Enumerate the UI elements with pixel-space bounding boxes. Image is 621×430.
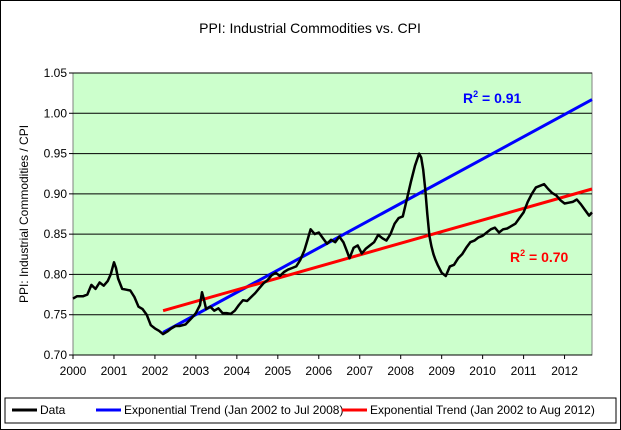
legend: Data Exponential Trend (Jan 2002 to Jul 2… xyxy=(12,403,595,417)
y-tick-label: 1.00 xyxy=(44,106,68,120)
y-axis: 0.70 0.75 0.80 0.85 0.90 0.95 1.00 1.05 xyxy=(44,66,73,362)
y-tick-label: 0.85 xyxy=(44,227,68,241)
y-tick-label: 0.90 xyxy=(44,187,68,201)
chart-title: PPI: Industrial Commodities vs. CPI xyxy=(199,20,421,36)
x-tick-label: 2004 xyxy=(224,364,251,378)
r2-annotation: R2 = 0.70 xyxy=(510,248,569,265)
series-line-1 xyxy=(162,98,593,334)
x-tick-label: 2007 xyxy=(346,364,373,378)
x-tick-label: 2011 xyxy=(511,364,537,378)
x-tick-label: 2000 xyxy=(60,364,87,378)
legend-label: Data xyxy=(40,403,66,417)
y-axis-label: PPI: Industrial Commodities / CPI xyxy=(17,125,31,303)
r2-letter: R xyxy=(463,90,473,106)
legend-label: Exponential Trend (Jan 2002 to Jul 2008) xyxy=(124,403,343,417)
x-tick-label: 2002 xyxy=(142,364,169,378)
x-tick-label: 2003 xyxy=(183,364,210,378)
gridlines xyxy=(73,72,592,356)
y-tick-label: 0.80 xyxy=(44,267,68,281)
legend-label: Exponential Trend (Jan 2002 to Aug 2012) xyxy=(370,403,595,417)
x-tick-label: 2009 xyxy=(428,364,455,378)
y-tick-label: 1.05 xyxy=(44,66,68,80)
plot-area xyxy=(72,72,593,356)
y-tick-label: 0.95 xyxy=(44,147,68,161)
r2-letter: R xyxy=(510,249,520,265)
x-tick-label: 2012 xyxy=(551,364,578,378)
x-tick-label: 2001 xyxy=(101,364,128,378)
r2-superscript: 2 xyxy=(520,248,525,258)
y-tick-label: 0.75 xyxy=(44,308,68,322)
x-tick-label: 2010 xyxy=(469,364,496,378)
x-tick-label: 2006 xyxy=(305,364,332,378)
r2-value: = 0.91 xyxy=(478,90,521,106)
x-tick-label: 2005 xyxy=(264,364,291,378)
r2-value: = 0.70 xyxy=(525,249,568,265)
series-lines xyxy=(72,98,593,336)
r2-annotation: R2 = 0.91 xyxy=(463,89,522,106)
series-line-2 xyxy=(162,187,593,313)
r2-superscript: 2 xyxy=(473,89,478,99)
series-line-0 xyxy=(72,152,593,336)
y-tick-label: 0.70 xyxy=(44,348,68,362)
x-tick-label: 2008 xyxy=(387,364,414,378)
x-axis: 2000 2001 2002 2003 2004 2005 2006 2007 2008 2009… xyxy=(60,355,578,378)
